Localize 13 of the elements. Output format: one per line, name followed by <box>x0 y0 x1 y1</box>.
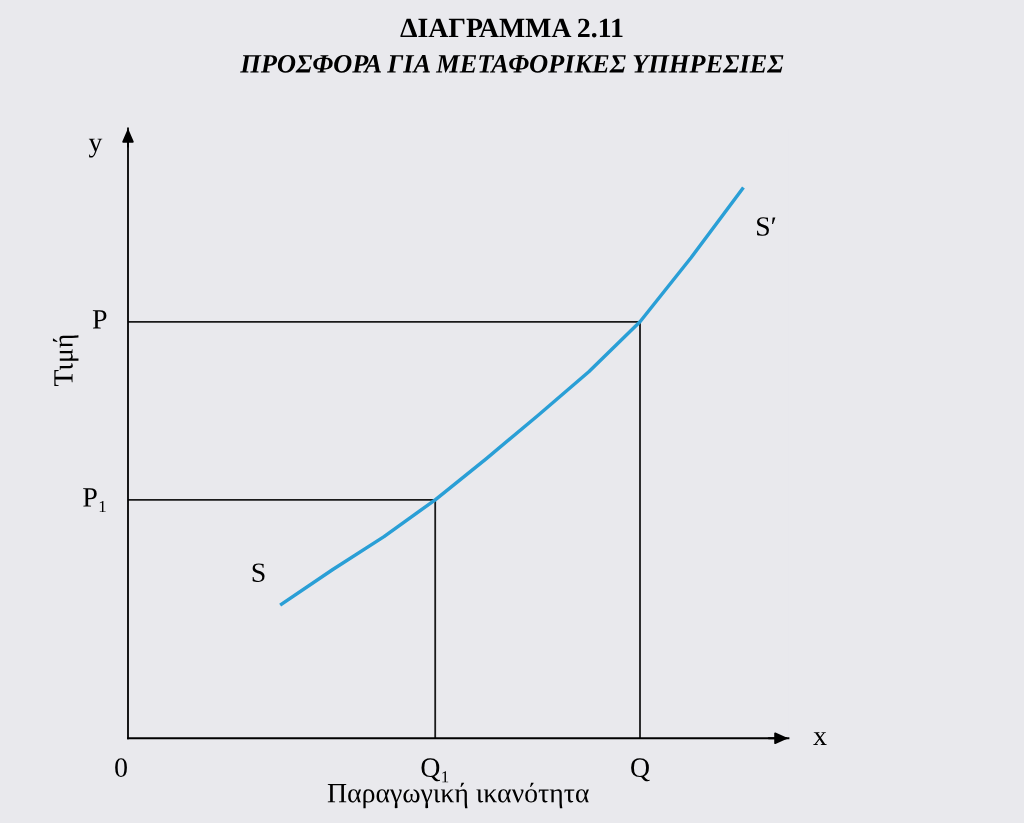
x-axis-title: Παραγωγική ικανότητα <box>327 782 589 809</box>
x-tick-label: 0 <box>115 758 127 778</box>
x-tick-label: Q₁ <box>421 758 449 783</box>
text: x <box>813 732 827 745</box>
chart-subtitle: ΠΡΟΣΦΟΡΑ ΓΙΑ ΜΕΤΑΦΟΡΙΚΕΣ ΥΠΗΡΕΣΙΕΣ <box>240 54 784 73</box>
text: y <box>88 138 103 158</box>
y-axis-title: Τιμή <box>52 335 79 387</box>
ref-line-label: P <box>92 310 107 329</box>
x-tick-label: Q <box>631 758 650 782</box>
chart-title: ΔΙΑΓΡΑΜΜΑ 2.11 <box>400 18 623 38</box>
annotation: S <box>252 563 265 583</box>
annotation: S′ <box>757 217 776 236</box>
ref-line-label: P₁ <box>83 488 106 513</box>
